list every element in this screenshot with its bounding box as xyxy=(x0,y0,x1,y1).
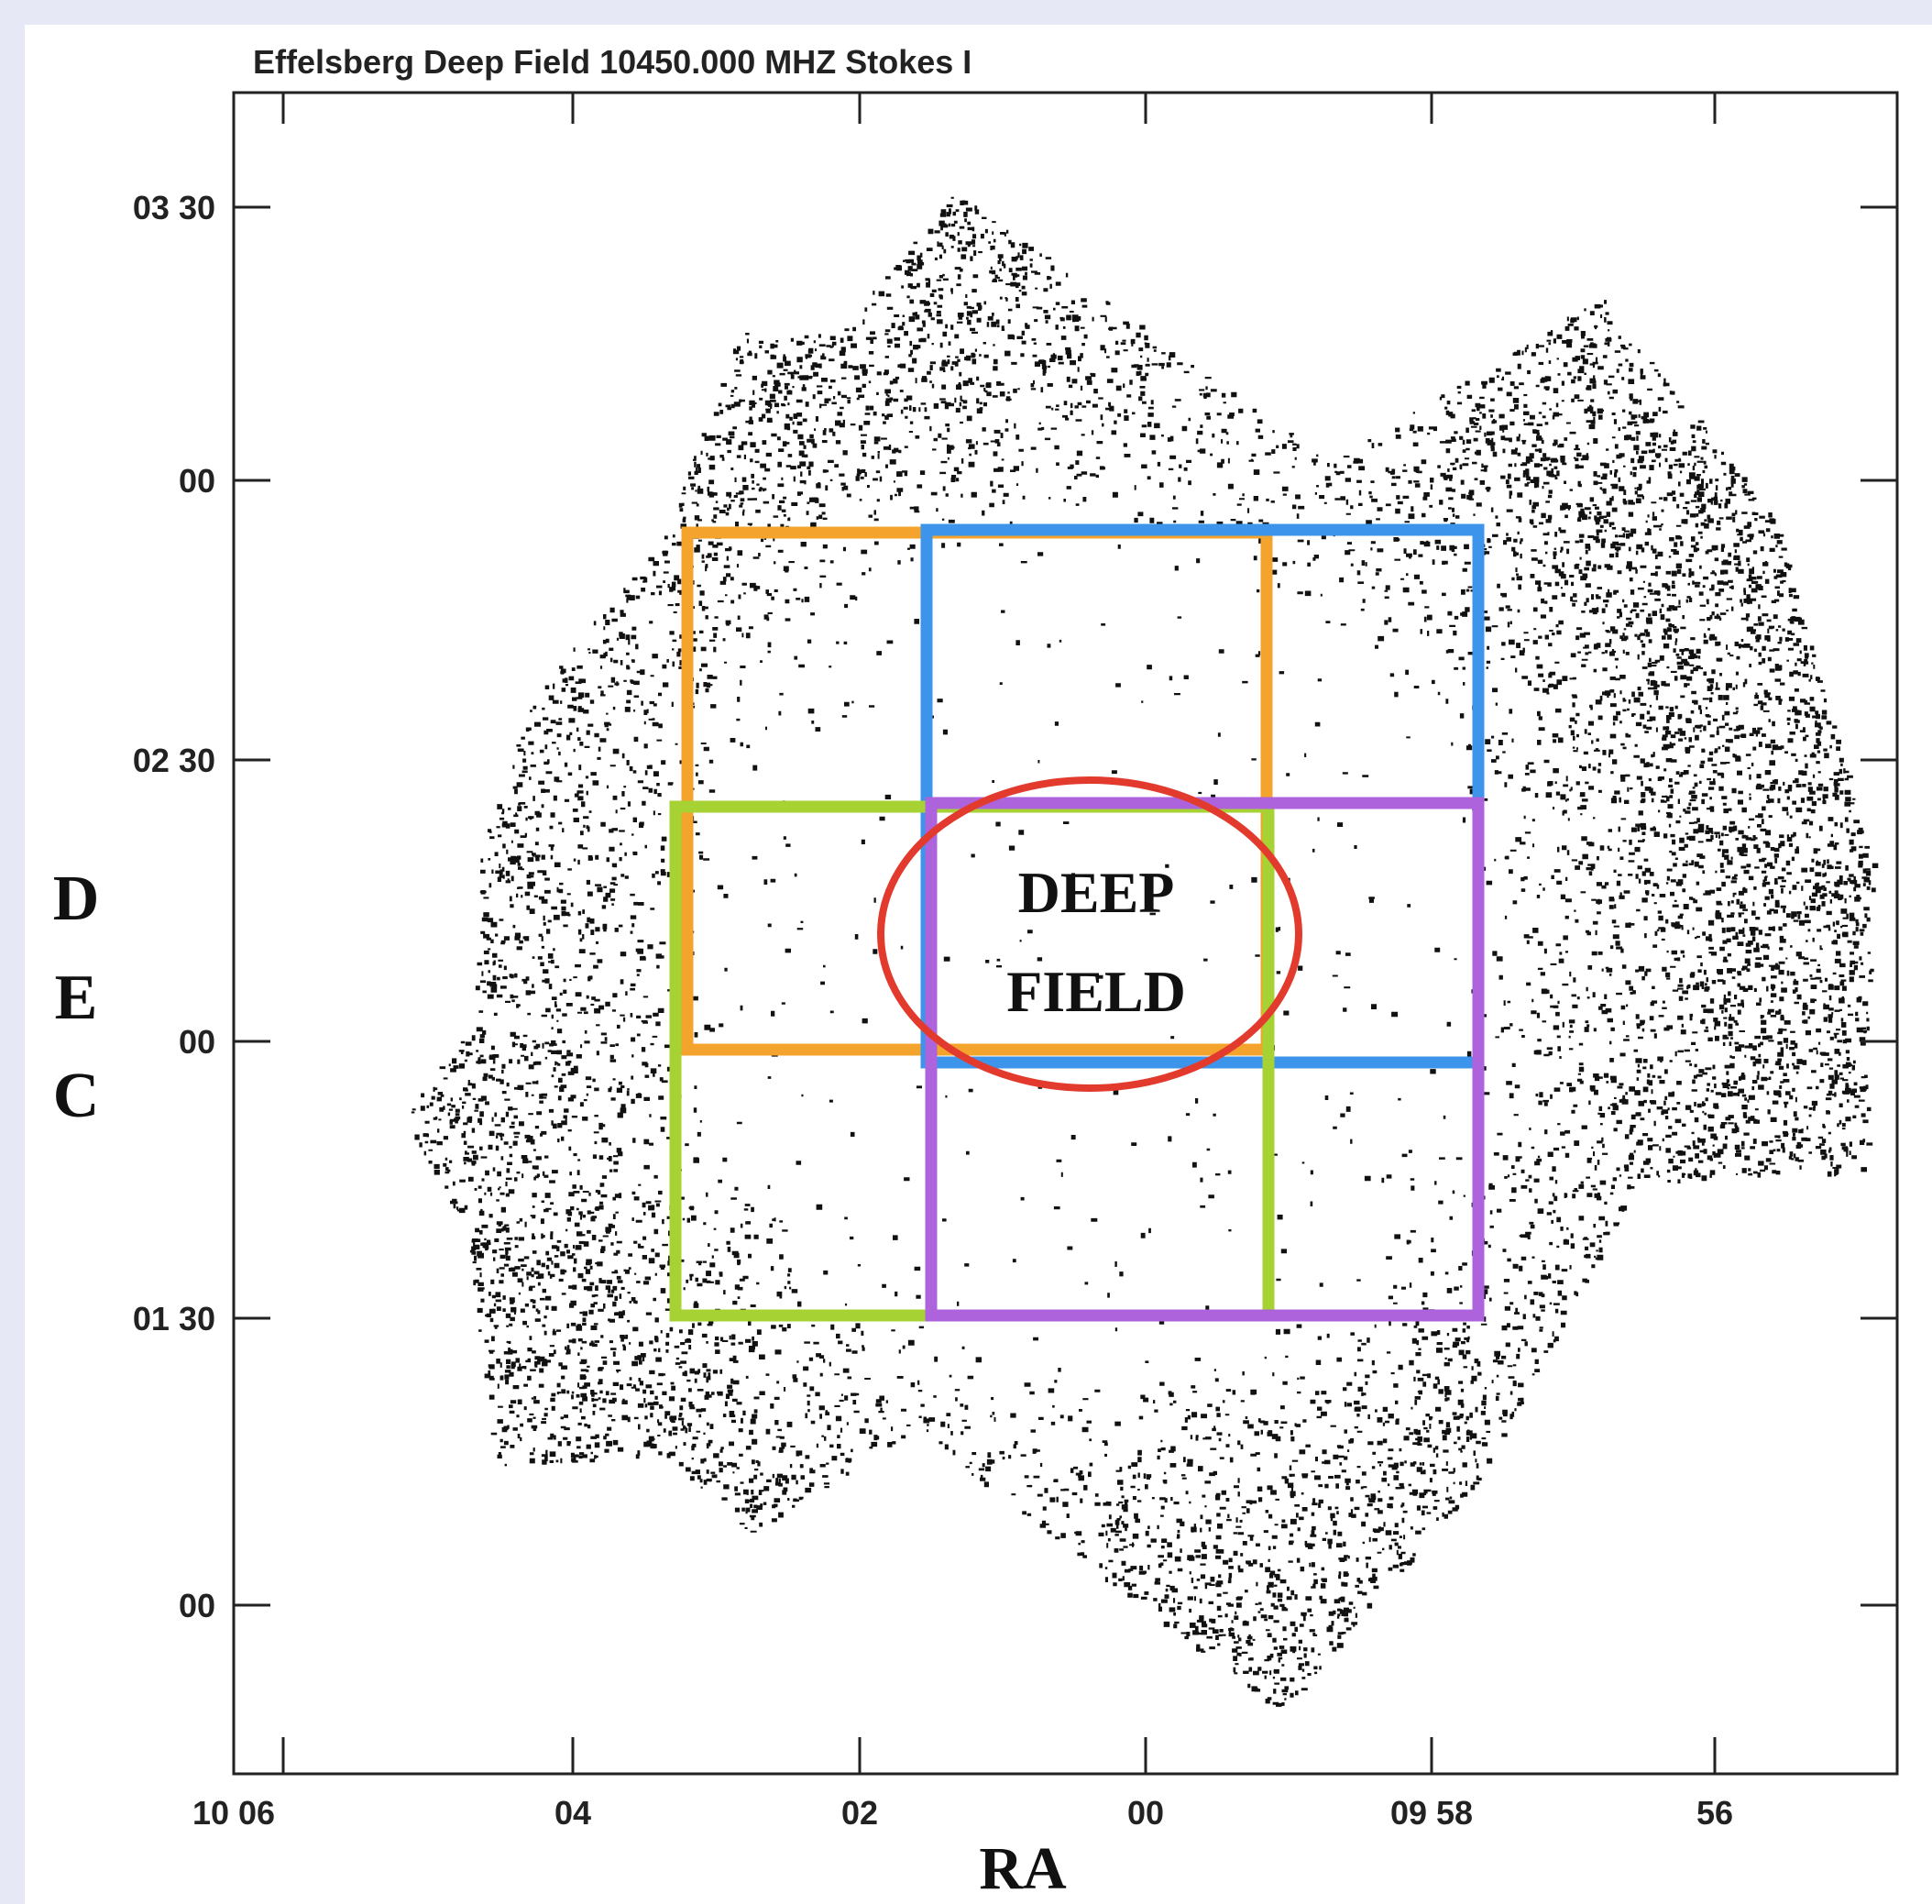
y-tick-label: 00 xyxy=(179,1023,215,1061)
figure: 10 0604020009 585603 300002 300001 3000 … xyxy=(0,0,1932,1904)
x-tick-label: 04 xyxy=(554,1794,591,1832)
y-tick-label: 03 30 xyxy=(133,189,215,226)
y-tick-label: 00 xyxy=(179,462,215,500)
x-tick-label: 00 xyxy=(1127,1794,1164,1832)
y-tick-label: 01 30 xyxy=(133,1300,215,1337)
y-axis-label-letter: D xyxy=(53,864,100,934)
annotation-line: DEEP xyxy=(1018,860,1175,925)
y-axis-label-letter: C xyxy=(53,1061,100,1131)
annotation-line: FIELD xyxy=(1006,959,1186,1024)
x-tick-label: 10 06 xyxy=(192,1794,275,1832)
y-tick-label: 00 xyxy=(179,1587,215,1624)
y-tick-label: 02 30 xyxy=(133,742,215,779)
x-tick-label: 09 58 xyxy=(1390,1794,1473,1832)
x-axis-label: RA xyxy=(979,1835,1067,1902)
x-tick-label: 02 xyxy=(841,1794,878,1832)
x-tick-label: 56 xyxy=(1696,1794,1733,1832)
y-axis-label-letter: E xyxy=(55,963,98,1033)
title: Effelsberg Deep Field 10450.000 MHZ Stok… xyxy=(253,43,971,81)
